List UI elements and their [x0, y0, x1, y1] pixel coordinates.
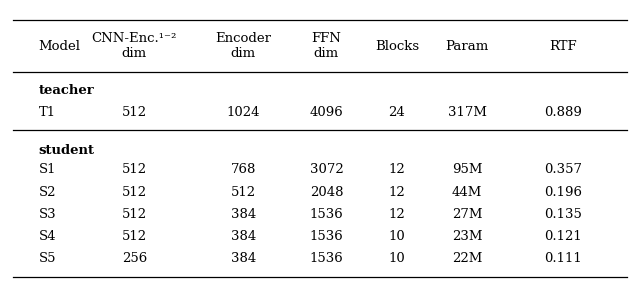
Text: 1536: 1536 [310, 207, 343, 221]
Text: student: student [38, 143, 95, 156]
Text: 12: 12 [388, 163, 405, 177]
Text: 0.889: 0.889 [544, 106, 582, 119]
Text: 0.111: 0.111 [545, 252, 582, 264]
Text: 3072: 3072 [310, 163, 343, 177]
Text: 256: 256 [122, 252, 147, 264]
Text: Model: Model [38, 40, 81, 52]
Text: 512: 512 [122, 106, 147, 119]
Text: S4: S4 [38, 229, 56, 242]
Text: 0.121: 0.121 [545, 229, 582, 242]
Text: CNN-Enc.¹⁻²
dim: CNN-Enc.¹⁻² dim [92, 32, 177, 60]
Text: RTF: RTF [549, 40, 577, 52]
Text: 512: 512 [122, 207, 147, 221]
Text: 23M: 23M [452, 229, 483, 242]
Text: 0.357: 0.357 [544, 163, 582, 177]
Text: 1024: 1024 [227, 106, 260, 119]
Text: 512: 512 [230, 185, 256, 199]
Text: 768: 768 [230, 163, 256, 177]
Text: T1: T1 [38, 106, 56, 119]
Text: Param: Param [445, 40, 489, 52]
Text: 1536: 1536 [310, 252, 343, 264]
Text: 384: 384 [230, 207, 256, 221]
Text: 512: 512 [122, 163, 147, 177]
Text: 512: 512 [122, 229, 147, 242]
Text: 27M: 27M [452, 207, 483, 221]
Text: S3: S3 [38, 207, 56, 221]
Text: 44M: 44M [452, 185, 483, 199]
Text: 22M: 22M [452, 252, 483, 264]
Text: 317M: 317M [448, 106, 486, 119]
Text: Encoder
dim: Encoder dim [215, 32, 271, 60]
Text: Blocks: Blocks [375, 40, 419, 52]
Text: 10: 10 [388, 252, 405, 264]
Text: 4096: 4096 [310, 106, 343, 119]
Text: 384: 384 [230, 252, 256, 264]
Text: FFN
dim: FFN dim [312, 32, 341, 60]
Text: 12: 12 [388, 207, 405, 221]
Text: S2: S2 [38, 185, 56, 199]
Text: S1: S1 [38, 163, 56, 177]
Text: 10: 10 [388, 229, 405, 242]
Text: S5: S5 [38, 252, 56, 264]
Text: 95M: 95M [452, 163, 483, 177]
Text: 0.196: 0.196 [544, 185, 582, 199]
Text: teacher: teacher [38, 84, 94, 96]
Text: 384: 384 [230, 229, 256, 242]
Text: 12: 12 [388, 185, 405, 199]
Text: 24: 24 [388, 106, 405, 119]
Text: 2048: 2048 [310, 185, 343, 199]
Text: 0.135: 0.135 [544, 207, 582, 221]
Text: 1536: 1536 [310, 229, 343, 242]
Text: 512: 512 [122, 185, 147, 199]
